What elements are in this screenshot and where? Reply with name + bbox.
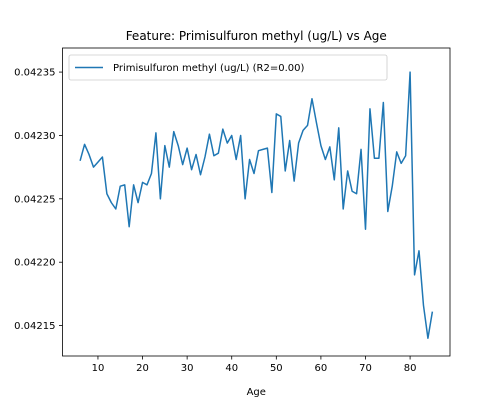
y-tick-label: 0.04220 (14, 258, 55, 269)
x-tick-label: 70 (359, 363, 372, 374)
series-line-0 (79, 71, 434, 340)
plot-background (62, 48, 450, 356)
x-axis-ticks: 10 20 30 40 50 60 70 80 (92, 356, 417, 374)
series-layer (79, 71, 434, 340)
x-tick-label: 20 (136, 363, 149, 374)
x-tick-label: 50 (270, 363, 283, 374)
legend: Primisulfuron methyl (ug/L) (R2=0.00) (68, 54, 388, 81)
x-tick-label: 30 (181, 363, 194, 374)
x-tick-label: 10 (92, 363, 105, 374)
y-tick-label: 0.04230 (14, 131, 55, 142)
x-axis-label: Age (247, 387, 266, 398)
x-tick-label: 40 (225, 363, 238, 374)
x-tick-label: 80 (404, 363, 417, 374)
legend-entry-label: Primisulfuron methyl (ug/L) (R2=0.00) (113, 63, 304, 74)
y-tick-label: 0.04225 (14, 194, 55, 205)
chart-title: Feature: Primisulfuron methyl (ug/L) vs … (126, 29, 387, 43)
y-axis-ticks: 0.04215 0.04220 0.04225 0.04230 0.04235 (14, 68, 63, 332)
y-tick-label: 0.04215 (14, 321, 55, 332)
y-tick-label: 0.04235 (14, 68, 55, 79)
plot-frame (62, 47, 451, 357)
x-tick-label: 60 (315, 363, 328, 374)
legend-box (68, 54, 388, 81)
